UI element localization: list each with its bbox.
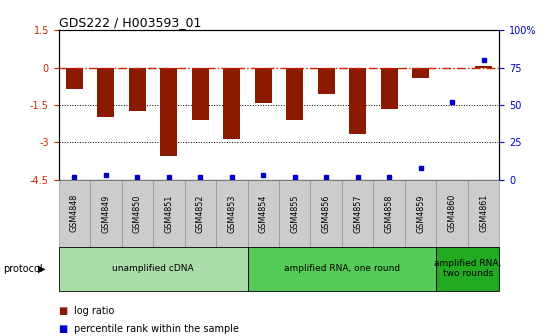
Bar [436,180,468,247]
Bar [129,68,146,111]
Text: GSM4853: GSM4853 [227,194,236,233]
Text: GSM4851: GSM4851 [164,194,174,233]
Bar [122,180,153,247]
Text: log ratio: log ratio [74,306,114,316]
Bar [286,68,304,120]
Bar [254,68,272,102]
Text: GSM4861: GSM4861 [479,194,488,233]
Bar [405,180,436,247]
Text: GSM4855: GSM4855 [290,194,299,233]
Bar [381,68,398,109]
Bar [373,180,405,247]
Text: percentile rank within the sample: percentile rank within the sample [74,324,239,334]
Text: GSM4852: GSM4852 [196,194,205,233]
Text: GSM4848: GSM4848 [70,194,79,233]
Bar [436,247,499,291]
Bar [90,180,122,247]
Bar [248,247,436,291]
Bar [59,180,90,247]
Bar [342,180,373,247]
Bar [475,66,492,68]
Bar [412,68,429,78]
Text: amplified RNA,
two rounds: amplified RNA, two rounds [434,259,502,279]
Bar [223,68,240,139]
Text: GSM4850: GSM4850 [133,194,142,233]
Text: ■: ■ [59,306,68,316]
Text: unamplified cDNA: unamplified cDNA [112,264,194,273]
Text: ▶: ▶ [37,264,45,274]
Bar [279,180,310,247]
Text: protocol: protocol [3,264,42,274]
Bar [59,247,248,291]
Bar [248,180,279,247]
Text: GSM4859: GSM4859 [416,194,425,233]
Bar [160,68,177,156]
Text: amplified RNA, one round: amplified RNA, one round [284,264,400,273]
Text: GSM4857: GSM4857 [353,194,362,233]
Text: GSM4849: GSM4849 [102,194,110,233]
Bar [468,180,499,247]
Bar [66,68,83,89]
Text: GSM4860: GSM4860 [448,194,456,233]
Bar [153,180,185,247]
Text: GSM4856: GSM4856 [322,194,331,233]
Text: GSM4858: GSM4858 [384,194,394,233]
Text: GDS222 / H003593_01: GDS222 / H003593_01 [59,16,201,29]
Bar [97,68,114,118]
Bar [191,68,209,120]
Bar [216,180,248,247]
Text: ■: ■ [59,324,68,334]
Bar [318,68,335,94]
Bar [185,180,216,247]
Text: GSM4854: GSM4854 [259,194,268,233]
Bar [349,68,367,134]
Bar [310,180,342,247]
